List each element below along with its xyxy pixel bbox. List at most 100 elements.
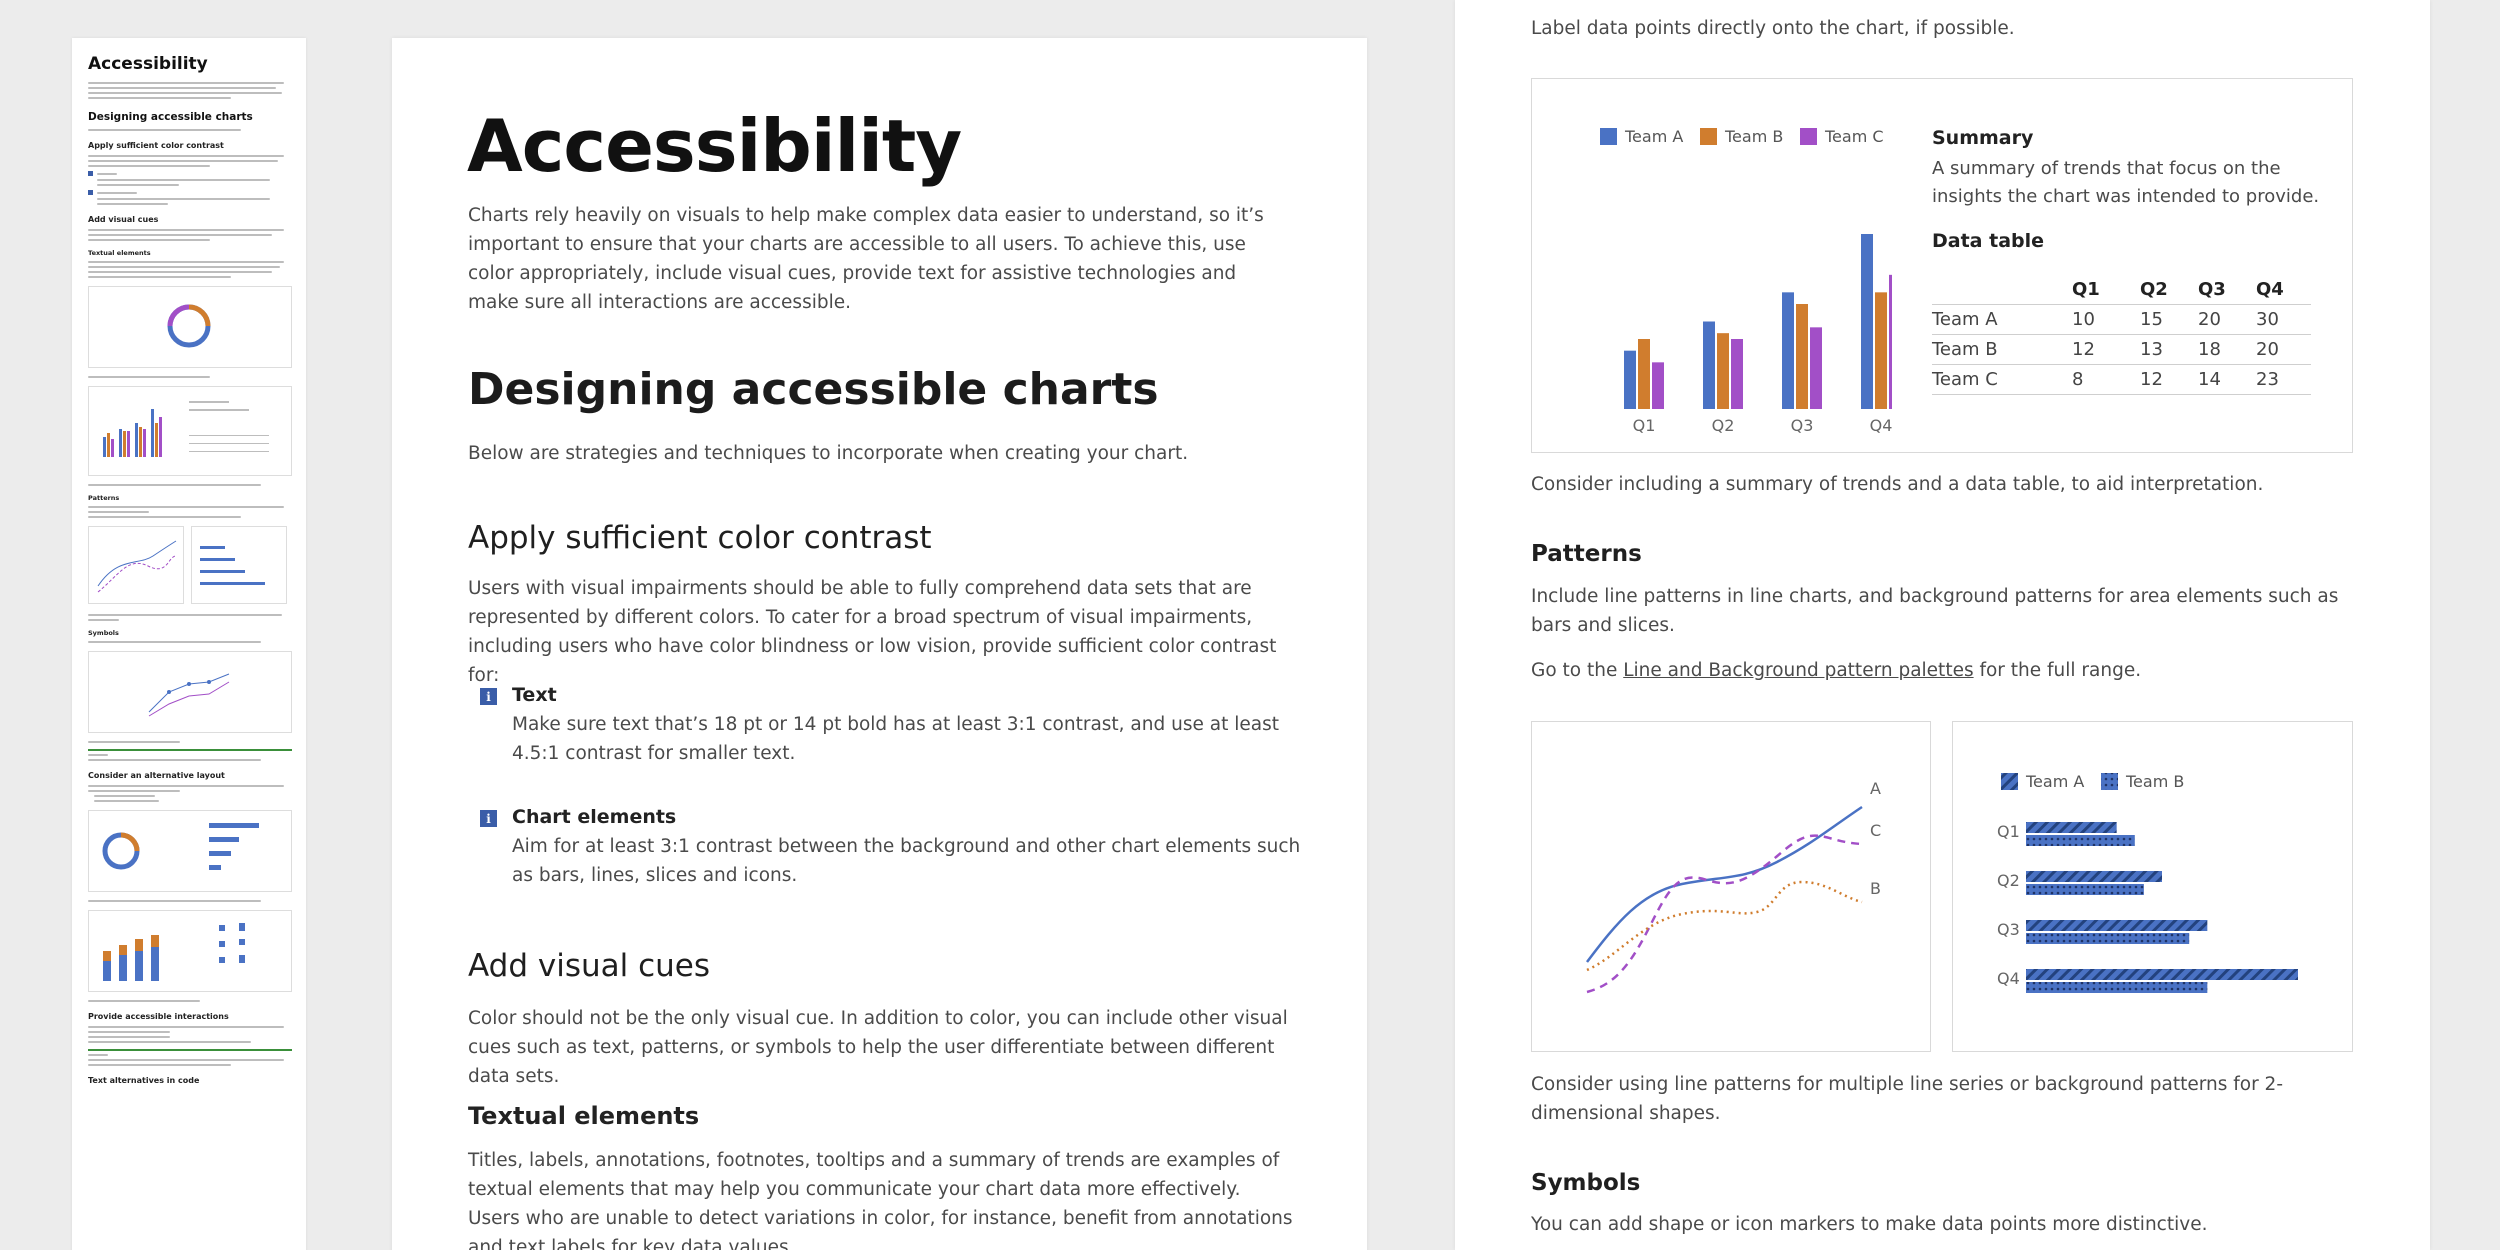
summary-text: A summary of trends that focus on the in… xyxy=(1932,155,2319,211)
thumb-heading-layout: Consider an alternative layout xyxy=(88,771,225,780)
goto-palettes-text: Go to the Line and Background pattern pa… xyxy=(1531,656,2141,685)
thumb-heading-contrast: Apply sufficient color contrast xyxy=(88,141,224,150)
legend-swatch xyxy=(2101,773,2118,790)
thumb-heading-visual-cues: Add visual cues xyxy=(88,215,159,224)
label-data-text: Label data points directly onto the char… xyxy=(1531,18,2015,39)
thumb-heading-symbols: Symbols xyxy=(88,629,119,637)
bar xyxy=(2026,933,2190,944)
legend-label: Team A xyxy=(1625,127,1684,146)
legend-team-b: Team B xyxy=(1700,127,1783,146)
bar xyxy=(1703,321,1715,409)
thumb-heading-interactions: Provide accessible interactions xyxy=(88,1012,229,1021)
legend-label: Team B xyxy=(1725,127,1784,146)
table-cell: 20 xyxy=(2256,334,2311,365)
bar xyxy=(2026,920,2208,931)
table-cell: 12 xyxy=(2140,364,2198,395)
bar xyxy=(2026,822,2117,833)
visual-cues-text: Color should not be the only visual cue.… xyxy=(468,1008,1288,1087)
table-header: Q1 xyxy=(2072,279,2100,300)
bar xyxy=(2026,969,2298,980)
goto-prefix: Go to the xyxy=(1531,660,1624,681)
legend-team-c: Team C xyxy=(1800,127,1884,146)
summary-heading: Summary xyxy=(1932,127,2034,149)
table-cell: 10 xyxy=(2072,304,2140,335)
bar xyxy=(1638,339,1650,409)
line-pattern-chart: A C B xyxy=(1586,779,1881,994)
thumb-stacked-chart xyxy=(88,910,292,992)
thumb-heading-text-alternatives: Text alternatives in code xyxy=(88,1076,200,1085)
x-tick-label: Q4 xyxy=(1870,416,1892,435)
x-tick-label: Q2 xyxy=(1712,416,1735,435)
legend-swatch xyxy=(1600,128,1617,145)
heading-patterns: Patterns xyxy=(1531,541,1642,567)
bar xyxy=(1731,339,1743,409)
thumb-layout-chart xyxy=(88,810,292,892)
table-cell: 15 xyxy=(2140,304,2198,335)
designing-text: Below are strategies and techniques to i… xyxy=(468,443,1189,464)
line-series-c xyxy=(1586,834,1863,994)
info-icon: i xyxy=(480,688,497,705)
bar xyxy=(2026,871,2162,882)
legend-label: Team B xyxy=(2125,772,2184,791)
thumb-pattern-charts xyxy=(88,526,292,606)
summary-chart-box: Team A Team B Team C Q1 Q2 Q3 Q4 Summary A … xyxy=(1531,78,2353,453)
info-icon: i xyxy=(480,810,497,827)
page-thumbnail[interactable]: Accessibility Designing accessible chart… xyxy=(72,38,306,1250)
heading-textual-elements: Textual elements xyxy=(468,1102,700,1130)
table-cell: 20 xyxy=(2198,304,2256,335)
y-tick-label: Q2 xyxy=(1997,871,2020,890)
table-cell: 8 xyxy=(2072,364,2140,395)
data-table-heading: Data table xyxy=(1932,230,2045,252)
item-text: Make sure text that’s 18 pt or 14 pt bol… xyxy=(512,714,1279,764)
table-header: Q2 xyxy=(2140,279,2168,300)
thumb-bar-chart xyxy=(88,386,292,476)
table-row: Team A 10 15 20 30 xyxy=(1932,304,2311,335)
summary-text-line: A summary of trends that focus on the xyxy=(1932,158,2281,179)
legend-label: Team A xyxy=(2025,772,2084,791)
goto-suffix: for the full range. xyxy=(1973,660,2142,681)
intro-text: Charts rely heavily on visuals to help m… xyxy=(468,205,1264,313)
thumb-heading-patterns: Patterns xyxy=(88,494,120,502)
bar xyxy=(1875,292,1887,409)
thumb-heading-designing: Designing accessible charts xyxy=(88,111,253,123)
line-label-c: C xyxy=(1870,821,1881,840)
data-table: Q1 Q2 Q3 Q4 Team A 10 15 20 30 Team B 12 xyxy=(1932,275,2311,395)
bar xyxy=(1652,362,1664,409)
item-title: Chart elements xyxy=(512,806,677,828)
line-pattern-chart-box: A C B xyxy=(1531,721,1931,1052)
textual-text: Titles, labels, annotations, footnotes, … xyxy=(468,1150,1293,1250)
contrast-item-text: i Text Make sure text that’s 18 pt or 14… xyxy=(480,681,1302,768)
line-label-a: A xyxy=(1870,779,1881,798)
heading-visual-cues: Add visual cues xyxy=(468,948,711,984)
y-tick-label: Q4 xyxy=(1997,969,2020,988)
legend-swatch xyxy=(2001,773,2018,790)
main-page[interactable]: Accessibility Charts rely heavily on vis… xyxy=(392,38,1367,1250)
thumb-symbols-chart xyxy=(88,651,292,733)
pattern-palettes-link[interactable]: Line and Background pattern palettes xyxy=(1623,660,1974,681)
bar-pattern-chart-box: Team A Team B Q1 Q2 Q3 Q4 xyxy=(1952,721,2353,1052)
heading-designing-accessible-charts: Designing accessible charts xyxy=(468,364,1159,415)
y-tick-label: Q3 xyxy=(1997,920,2020,939)
bar xyxy=(1624,350,1636,409)
contrast-text: Users with visual impairments should be … xyxy=(468,578,1277,686)
x-tick-label: Q3 xyxy=(1791,416,1814,435)
line-series-b xyxy=(1586,880,1863,972)
right-page[interactable]: Label data points directly onto the char… xyxy=(1455,0,2430,1250)
thumb-donut-chart xyxy=(88,286,292,368)
bar xyxy=(2026,982,2208,993)
bar xyxy=(1782,292,1794,409)
heading-color-contrast: Apply sufficient color contrast xyxy=(468,520,932,556)
table-cell: Team C xyxy=(1932,364,2072,395)
item-text: Aim for at least 3:1 contrast between th… xyxy=(512,836,1301,886)
table-header xyxy=(1932,275,2072,305)
legend-team-a: Team A xyxy=(1600,127,1683,146)
bar xyxy=(1810,327,1822,409)
bar xyxy=(2026,884,2144,895)
legend-swatch xyxy=(1800,128,1817,145)
table-header: Q3 xyxy=(2198,279,2226,300)
item-title: Text xyxy=(512,684,557,706)
line-series-a xyxy=(1586,805,1863,963)
summary-text-line: insights the chart was intended to provi… xyxy=(1932,186,2320,207)
table-cell: 14 xyxy=(2198,364,2256,395)
table-cell: Team B xyxy=(1932,334,2072,365)
